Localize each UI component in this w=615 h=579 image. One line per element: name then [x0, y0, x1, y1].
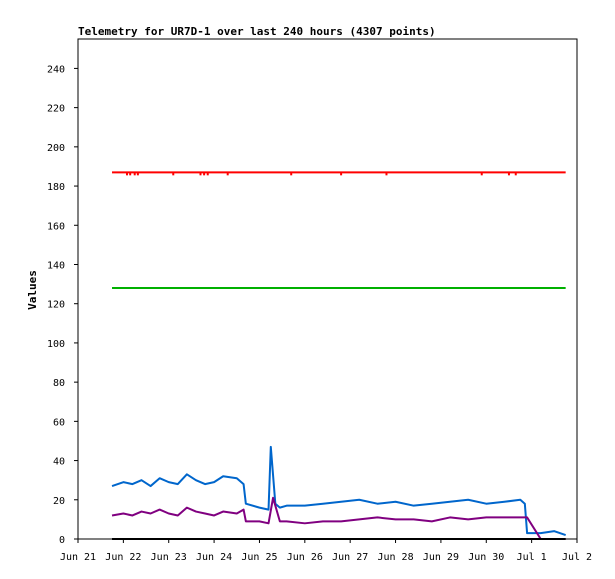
x-tick-label: Jun 30	[468, 552, 504, 563]
y-tick-label: 200	[47, 143, 65, 154]
y-tick-label: 140	[47, 260, 65, 271]
y-axis: 0 20 40 60 80 100 120 140 160 180 200 220 240	[47, 64, 78, 546]
y-tick-label: 100	[47, 339, 65, 350]
x-tick-label: Jun 22	[105, 552, 141, 563]
x-tick-label: Jun 28	[377, 552, 413, 563]
series-line-3	[111, 496, 566, 540]
series-line-2	[111, 445, 566, 537]
y-tick-label: 0	[59, 535, 65, 546]
y-tick-label: 240	[47, 64, 65, 75]
y-tick-label: 20	[53, 496, 65, 507]
x-tick-label: Jun 25	[241, 552, 277, 563]
x-axis: Jun 21 Jun 22 Jun 23 Jun 24 Jun 25 Jun 26 Jun …	[60, 539, 592, 563]
x-tick-label: Jun 24	[196, 552, 232, 563]
series-layer	[111, 171, 566, 540]
y-tick-label: 40	[53, 457, 65, 468]
y-axis-label: Values	[26, 270, 39, 310]
x-tick-label: Jun 26	[287, 552, 323, 563]
y-tick-label: 220	[47, 104, 65, 115]
y-tick-label: 80	[53, 378, 65, 389]
y-tick-label: 60	[53, 417, 65, 428]
y-tick-label: 120	[47, 300, 65, 311]
x-tick-label: Jul 2	[562, 552, 592, 563]
y-tick-label: 160	[47, 221, 65, 232]
x-tick-label: Jun 21	[60, 552, 96, 563]
chart-title: Telemetry for UR7D-1 over last 240 hours…	[78, 25, 436, 38]
y-tick-label: 180	[47, 182, 65, 193]
x-tick-label: Jul 1	[517, 552, 547, 563]
x-tick-label: Jun 23	[151, 552, 187, 563]
x-tick-label: Jun 27	[332, 552, 368, 563]
x-tick-label: Jun 29	[423, 552, 459, 563]
